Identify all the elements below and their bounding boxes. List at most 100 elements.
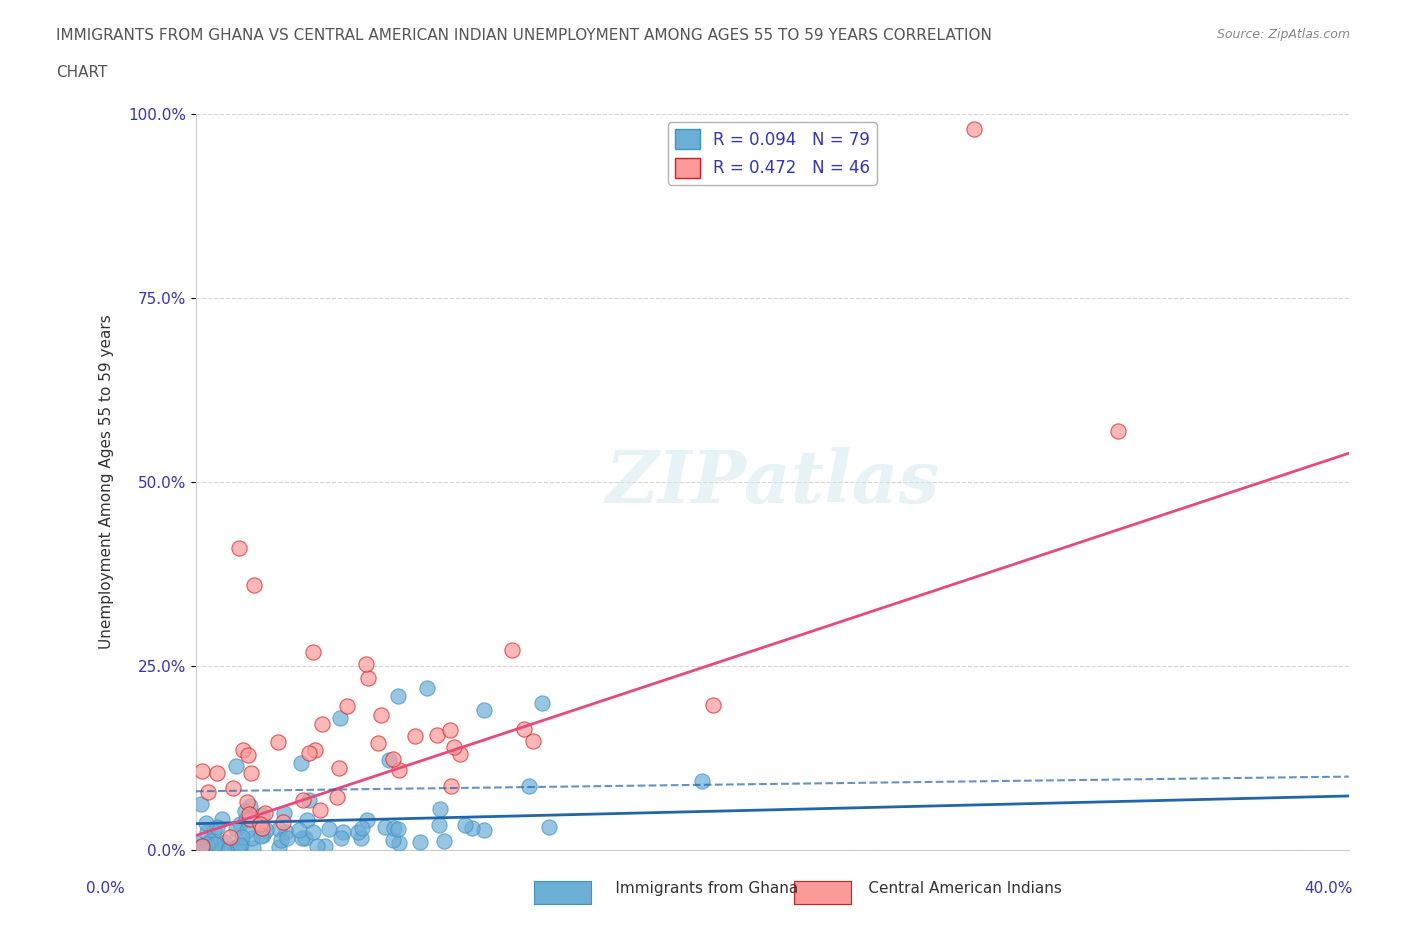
Point xyxy=(225,821,247,836)
Point xyxy=(214,834,236,849)
Point xyxy=(443,739,465,754)
Point xyxy=(252,820,274,835)
Point xyxy=(298,792,321,807)
Point xyxy=(242,841,264,856)
Point xyxy=(538,820,561,835)
Point xyxy=(228,838,250,853)
Point xyxy=(222,781,245,796)
Point xyxy=(195,825,218,840)
Point xyxy=(387,688,409,703)
Point xyxy=(250,807,273,822)
Point xyxy=(270,833,292,848)
Point xyxy=(302,644,325,659)
Point xyxy=(218,842,240,857)
Point xyxy=(190,796,212,811)
Point xyxy=(356,813,378,828)
Point xyxy=(235,811,257,826)
Point xyxy=(387,821,409,836)
Point xyxy=(207,765,229,780)
Point xyxy=(191,764,214,778)
Point xyxy=(472,823,495,838)
Text: Immigrants from Ghana: Immigrants from Ghana xyxy=(591,881,797,896)
Text: Central American Indians: Central American Indians xyxy=(844,881,1062,896)
Point xyxy=(381,751,404,766)
Point xyxy=(228,541,250,556)
Point xyxy=(239,811,262,826)
Point xyxy=(197,785,219,800)
Point xyxy=(367,736,389,751)
Point xyxy=(295,812,318,827)
Point xyxy=(449,747,471,762)
Point xyxy=(195,839,218,854)
Point xyxy=(326,789,349,804)
Text: 40.0%: 40.0% xyxy=(1305,881,1353,896)
Point xyxy=(350,830,373,845)
Point xyxy=(198,833,221,848)
Point xyxy=(439,723,461,737)
Point xyxy=(307,839,329,854)
Point xyxy=(301,824,323,839)
Point xyxy=(194,816,217,830)
Point xyxy=(207,836,229,851)
Point xyxy=(356,657,378,671)
Point xyxy=(186,835,208,850)
Point xyxy=(190,840,212,855)
Point xyxy=(433,833,456,848)
Text: Source: ZipAtlas.com: Source: ZipAtlas.com xyxy=(1216,28,1350,41)
Point xyxy=(388,835,411,850)
Point xyxy=(236,794,259,809)
Point xyxy=(288,822,311,837)
Point xyxy=(226,841,249,856)
Point xyxy=(382,832,405,847)
Point xyxy=(290,756,312,771)
Point xyxy=(231,830,253,844)
Point xyxy=(291,792,314,807)
Point xyxy=(328,761,350,776)
Point xyxy=(332,824,354,839)
Point xyxy=(427,817,450,832)
Point xyxy=(253,805,276,820)
Point xyxy=(225,758,247,773)
Point xyxy=(314,838,336,853)
Text: CHART: CHART xyxy=(56,65,108,80)
Point xyxy=(426,727,449,742)
Point xyxy=(294,831,316,846)
Point xyxy=(205,819,228,834)
Point xyxy=(249,829,271,844)
Point xyxy=(963,121,986,136)
Point xyxy=(472,703,495,718)
Point xyxy=(204,837,226,852)
Point xyxy=(233,804,256,818)
Point xyxy=(236,822,259,837)
Point xyxy=(209,842,232,857)
Point xyxy=(404,728,426,743)
Point xyxy=(249,817,271,831)
Point xyxy=(347,825,370,840)
Point xyxy=(304,742,326,757)
Point xyxy=(454,817,477,832)
Point xyxy=(409,835,432,850)
Point xyxy=(202,823,225,838)
Point xyxy=(240,830,263,845)
Point xyxy=(378,753,401,768)
Point xyxy=(517,778,540,793)
Point xyxy=(429,802,451,817)
Point xyxy=(267,839,290,854)
Y-axis label: Unemployment Among Ages 55 to 59 years: Unemployment Among Ages 55 to 59 years xyxy=(100,314,114,649)
Point xyxy=(232,743,254,758)
Point xyxy=(388,763,411,777)
Point xyxy=(522,734,544,749)
Point xyxy=(461,820,484,835)
Point xyxy=(374,820,396,835)
Point xyxy=(267,734,290,749)
Point xyxy=(229,817,252,831)
Point xyxy=(702,698,724,712)
Point xyxy=(273,806,295,821)
Legend: R = 0.094   N = 79, R = 0.472   N = 46: R = 0.094 N = 79, R = 0.472 N = 46 xyxy=(668,123,877,185)
Point xyxy=(318,821,340,836)
Point xyxy=(440,778,463,793)
Point xyxy=(329,830,352,845)
Point xyxy=(195,836,218,851)
Point xyxy=(211,811,233,826)
Point xyxy=(190,838,212,853)
